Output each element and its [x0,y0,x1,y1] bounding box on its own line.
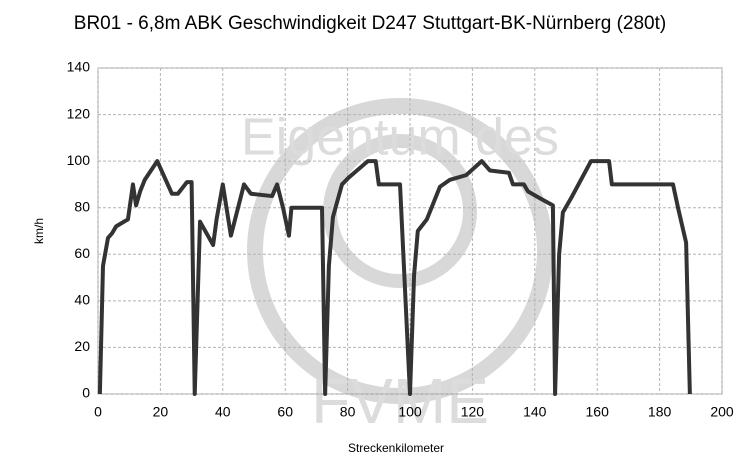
x-tick-label: 20 [153,404,169,420]
y-tick-label: 100 [67,152,91,168]
y-tick-label: 60 [74,245,90,261]
x-tick-label: 80 [340,404,356,420]
watermark-ring [323,134,477,288]
x-tick-label: 140 [523,404,547,420]
y-tick-label: 40 [74,292,90,308]
watermark-text: FVME [311,365,489,437]
chart-title: BR01 - 6,8m ABK Geschwindigkeit D247 Stu… [74,13,666,34]
x-tick-label: 120 [461,404,485,420]
x-tick-label: 180 [648,404,672,420]
watermark-ring [247,98,553,404]
y-tick-label: 140 [67,59,91,75]
x-tick-label: 0 [94,404,102,420]
y-tick-label: 80 [74,198,90,214]
x-tick-label: 200 [710,404,734,420]
x-axis-label: Streckenkilometer [348,441,444,455]
y-tick-label: 0 [82,385,90,401]
watermark-text: Eigentum des [241,109,559,167]
data-line [97,159,692,396]
y-tick-label: 120 [67,105,91,121]
y-axis-label: km/h [32,218,46,244]
y-tick-label: 20 [74,338,90,354]
x-tick-label: 60 [277,404,293,420]
x-tick-label: 40 [215,404,231,420]
x-tick-label: 100 [398,404,422,420]
x-tick-label: 160 [586,404,610,420]
